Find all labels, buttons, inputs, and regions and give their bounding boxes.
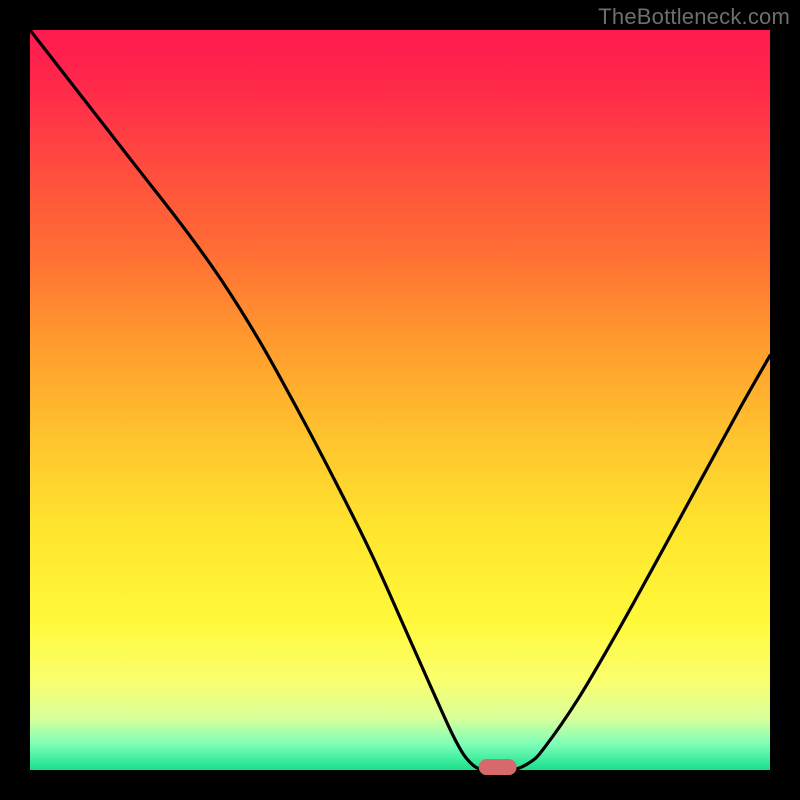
valley-marker [479, 759, 517, 775]
watermark-text: TheBottleneck.com [598, 4, 790, 30]
gradient-background [30, 30, 770, 770]
chart-stage: TheBottleneck.com [0, 0, 800, 800]
bottleneck-chart-svg [0, 0, 800, 800]
